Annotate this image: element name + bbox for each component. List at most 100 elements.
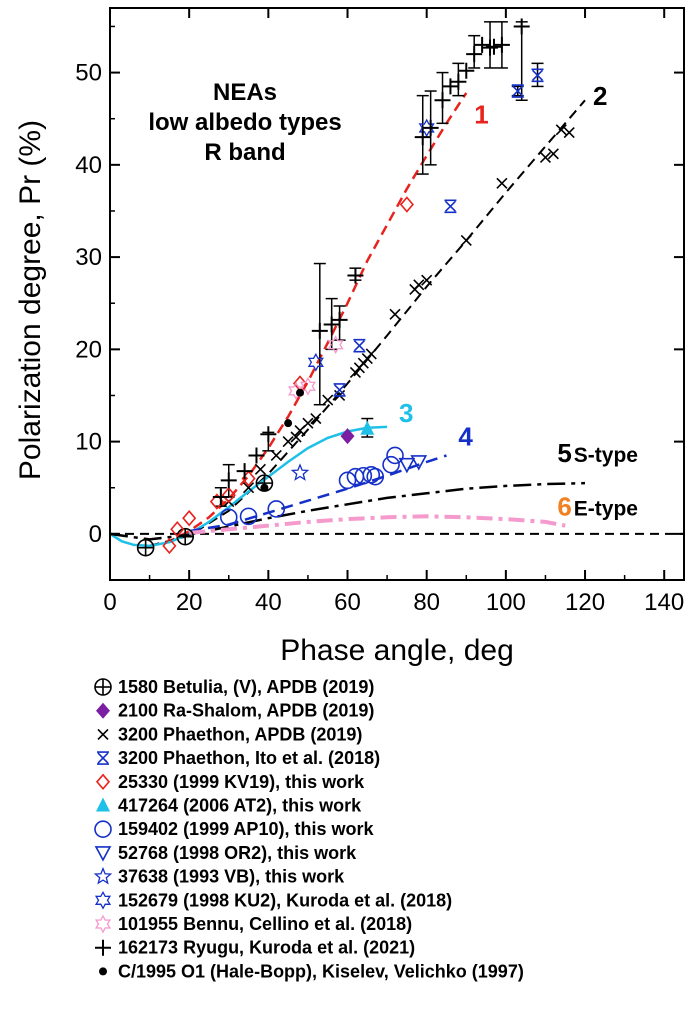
curve-label-5: 5S-type (557, 438, 638, 468)
x-tick-label: 0 (103, 589, 116, 616)
data-point (347, 267, 364, 284)
curve-3 (109, 425, 388, 548)
data-point (353, 338, 366, 353)
legend-entry: 25330 (1999 KV19), this work (118, 772, 365, 792)
legend-entry: 162173 Ryugu, Kuroda et al. (2021) (118, 938, 415, 958)
data-point (260, 483, 269, 492)
data-point (239, 507, 258, 526)
data-point (513, 18, 530, 35)
data-point (302, 417, 314, 429)
data-point (296, 388, 305, 397)
data-point (547, 148, 559, 160)
data-point (284, 419, 293, 428)
data-point (311, 322, 328, 339)
curve-label-6: 6E-type (557, 491, 638, 521)
annotation-line-2: low albedo types (148, 109, 341, 136)
data-point (496, 177, 508, 189)
legend-marker (95, 773, 111, 791)
data-point (270, 449, 282, 462)
data-point (418, 118, 435, 138)
y-axis-title: Polarization degree, Pr (%) (14, 120, 47, 480)
data-point (290, 431, 302, 443)
legend-marker (99, 967, 107, 976)
legend-entry: 52768 (1998 OR2), this work (118, 843, 357, 863)
legend-entry: 101955 Bennu, Cellino et al. (2018) (118, 914, 412, 934)
legend-entry: 159402 (1999 AP10), this work (118, 819, 374, 839)
legend-entry: 3200 Phaethon, Ito et al. (2018) (118, 748, 380, 768)
x-tick-label: 20 (176, 589, 203, 616)
data-point (458, 62, 475, 79)
annotation-line-1: NEAs (213, 79, 277, 106)
legend-marker (93, 866, 113, 885)
data-point (221, 486, 236, 504)
x-axis-title: Phase angle, deg (280, 634, 514, 667)
legend-entry: 37638 (1993 VB), this work (118, 867, 345, 887)
x-tick-label: 100 (486, 589, 526, 616)
legend-marker (94, 846, 112, 862)
legend-marker (94, 820, 112, 839)
data-point (162, 537, 177, 555)
curve-label-2: 2 (593, 81, 607, 111)
legend-marker (94, 914, 112, 934)
data-point (474, 36, 491, 53)
data-point (242, 482, 255, 494)
y-tick-label: 10 (75, 429, 102, 456)
plot-frame (109, 7, 685, 581)
data-point (310, 412, 322, 425)
data-point (485, 38, 502, 55)
data-point (399, 196, 414, 213)
data-point (333, 383, 346, 397)
data-point (382, 455, 400, 474)
data-point (422, 119, 439, 136)
curve-label-3: 3 (399, 398, 413, 428)
legend-entry: 3200 Phaethon, APDB (2019) (118, 724, 362, 744)
data-point (531, 68, 544, 83)
legend-entry: 2100 Ra-Shalom, APDB (2019) (118, 701, 374, 721)
data-point (414, 129, 431, 146)
data-point (307, 352, 324, 372)
data-point (354, 466, 373, 485)
data-point (331, 311, 348, 328)
x-tick-label: 140 (644, 589, 684, 616)
data-point (248, 447, 265, 464)
curve-suffix: S-type (574, 444, 638, 467)
data-point (365, 348, 377, 360)
legend-marker (95, 939, 111, 956)
legend-marker (97, 728, 109, 740)
curve-label-1: 1 (474, 99, 488, 129)
legend-marker (94, 890, 112, 910)
axes: 0 20 40 60 80 100 120 140 0 10 20 30 40 50 (75, 7, 685, 616)
y-tick-label: 40 (75, 152, 102, 179)
annotation-line-3: R band (204, 139, 285, 166)
annotation-block: NEAs low albedo types R band (148, 79, 341, 166)
plot-area: 1 2 3 4 5S-type 6E-type (109, 18, 684, 557)
legend-marker (96, 702, 110, 719)
legend-entry: C/1995 O1 (Hale-Bopp), Kiselev, Velichko… (118, 961, 524, 981)
y-tick-label: 50 (75, 60, 102, 87)
data-point (444, 199, 457, 214)
data-point (410, 455, 428, 471)
data-point (219, 508, 238, 527)
data-point (460, 234, 472, 247)
data-point (563, 126, 575, 139)
data-point (136, 538, 155, 557)
data-point (299, 376, 316, 396)
legend-marker (94, 678, 112, 696)
curve-5 (109, 481, 586, 541)
y-tick-label: 0 (89, 521, 102, 548)
curve-label-4: 4 (458, 421, 473, 451)
data-point (398, 457, 416, 474)
x-tick-label: 60 (334, 589, 361, 616)
data-point (450, 73, 467, 90)
legend-entry: 417264 (2006 AT2), this work (118, 796, 362, 816)
data-point (360, 420, 375, 435)
x-tick-label: 120 (565, 589, 605, 616)
curve-6 (189, 514, 566, 535)
legend-entry: 1580 Betulia, (V), APDB (2019) (118, 677, 374, 697)
data-point (327, 335, 344, 355)
data-point (212, 488, 229, 505)
x-tick-label: 40 (255, 589, 282, 616)
legend-marker (96, 797, 110, 812)
data-point (366, 467, 385, 486)
